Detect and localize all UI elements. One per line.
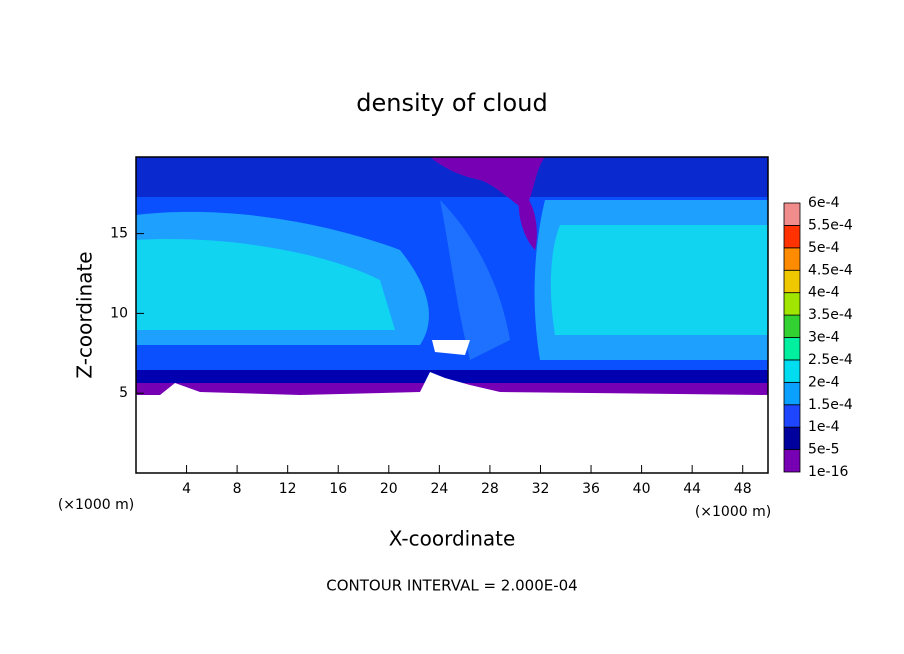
colorbar-label: 4e-4 [808,285,840,301]
colorbar-label: 3e-4 [808,330,840,346]
colorbar-label: 5.5e-4 [808,217,853,233]
colorbar-label: 5e-5 [808,442,839,458]
colorbar-box [783,292,801,316]
y-tick-label: 5 [119,385,128,401]
chart-title: density of cloud [356,89,547,117]
x-tick-label: 12 [279,481,297,497]
x-tick-label: 16 [329,481,347,497]
colorbar-box [783,359,801,383]
x-tick-label: 40 [633,481,651,497]
x-tick-label: 8 [233,481,242,497]
colorbar-label: 2e-4 [808,374,840,390]
colorbar-label: 2.5e-4 [808,352,853,368]
x-tick-label: 44 [683,481,701,497]
y-tick-label: 15 [110,226,128,242]
colorbar-box [783,449,801,473]
y-axis-title: Z-coordinate [73,251,97,378]
x-tick-label: 28 [481,481,499,497]
colorbar-box [783,247,801,271]
x-unit-label: (×1000 m) [695,504,771,520]
x-tick-label: 36 [582,481,600,497]
colorbar-box [783,202,801,226]
colorbar-box [783,381,801,406]
x-tick-label: 24 [430,481,448,497]
colorbar-label: 5e-4 [808,240,840,256]
colorbar-box [783,426,801,450]
colorbar-box [783,269,801,294]
contour-field [136,157,768,473]
colorbar-box [783,314,801,338]
x-tick-label: 32 [532,481,550,497]
colorbar-label: 1e-4 [808,419,840,435]
colorbar-label: 1.5e-4 [808,397,853,413]
x-axis-title: X-coordinate [389,527,516,551]
x-tick-label: 20 [380,481,398,497]
x-tick-label: 48 [734,481,752,497]
colorbar-box [783,404,801,428]
colorbar-box [783,225,801,249]
colorbar-label: 6e-4 [808,195,840,211]
plot-frame [135,156,769,474]
footer-note: CONTOUR INTERVAL = 2.000E-04 [326,577,577,595]
colorbar-label: 4.5e-4 [808,262,853,278]
colorbar-label: 3.5e-4 [808,307,853,323]
x-tick-label: 4 [182,481,191,497]
colorbar-box [783,337,801,361]
y-tick-label: 10 [110,305,128,321]
colorbar-label: 1e-16 [808,464,848,480]
x-unit-label: (×1000 m) [58,497,134,513]
